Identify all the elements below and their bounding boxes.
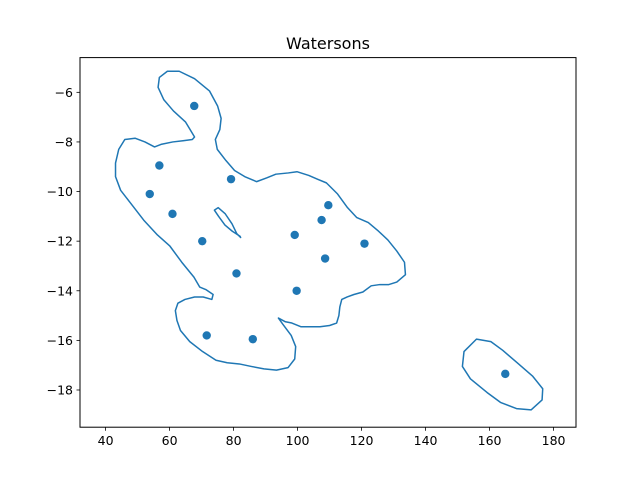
x-tick-label: 100 [286, 433, 310, 448]
y-axis-ticks: −18 −16 −14 −12 −10 −8 −6 [47, 85, 80, 397]
y-tick-label: −14 [47, 283, 73, 298]
x-tick-label: 60 [162, 433, 178, 448]
data-point [324, 200, 333, 210]
contour-line [461, 338, 544, 411]
x-tick-label: 180 [542, 433, 566, 448]
density-contours [114, 70, 544, 411]
x-tick-label: 40 [98, 433, 114, 448]
data-point [501, 369, 510, 379]
y-tick-label: −6 [55, 85, 73, 100]
y-tick-label: −10 [47, 184, 73, 199]
data-point [360, 239, 369, 248]
axes-frame [79, 57, 577, 428]
chart-title: Watersons [286, 34, 370, 53]
data-point [290, 230, 299, 240]
data-point [292, 286, 301, 295]
data-point [198, 236, 207, 246]
data-point [317, 215, 326, 225]
x-tick-label: 120 [350, 433, 374, 448]
data-point [168, 209, 177, 219]
data-point [190, 101, 199, 111]
y-tick-label: −18 [47, 382, 73, 397]
y-tick-label: −16 [47, 333, 73, 348]
data-point [145, 189, 154, 199]
data-point [226, 174, 236, 184]
x-tick-label: 80 [226, 433, 242, 448]
contour-line [213, 206, 242, 239]
data-point [202, 331, 211, 340]
scatter-points [145, 101, 510, 379]
data-point [248, 334, 257, 344]
data-point [232, 269, 241, 278]
y-tick-label: −8 [55, 134, 73, 149]
x-axis-ticks: 40 60 80 100 120 140 160 180 [98, 427, 566, 448]
data-point [320, 254, 330, 263]
data-point [155, 161, 164, 170]
contour-line [114, 70, 407, 371]
x-tick-label: 140 [414, 433, 438, 448]
x-tick-label: 160 [478, 433, 502, 448]
y-tick-label: −12 [47, 234, 73, 249]
